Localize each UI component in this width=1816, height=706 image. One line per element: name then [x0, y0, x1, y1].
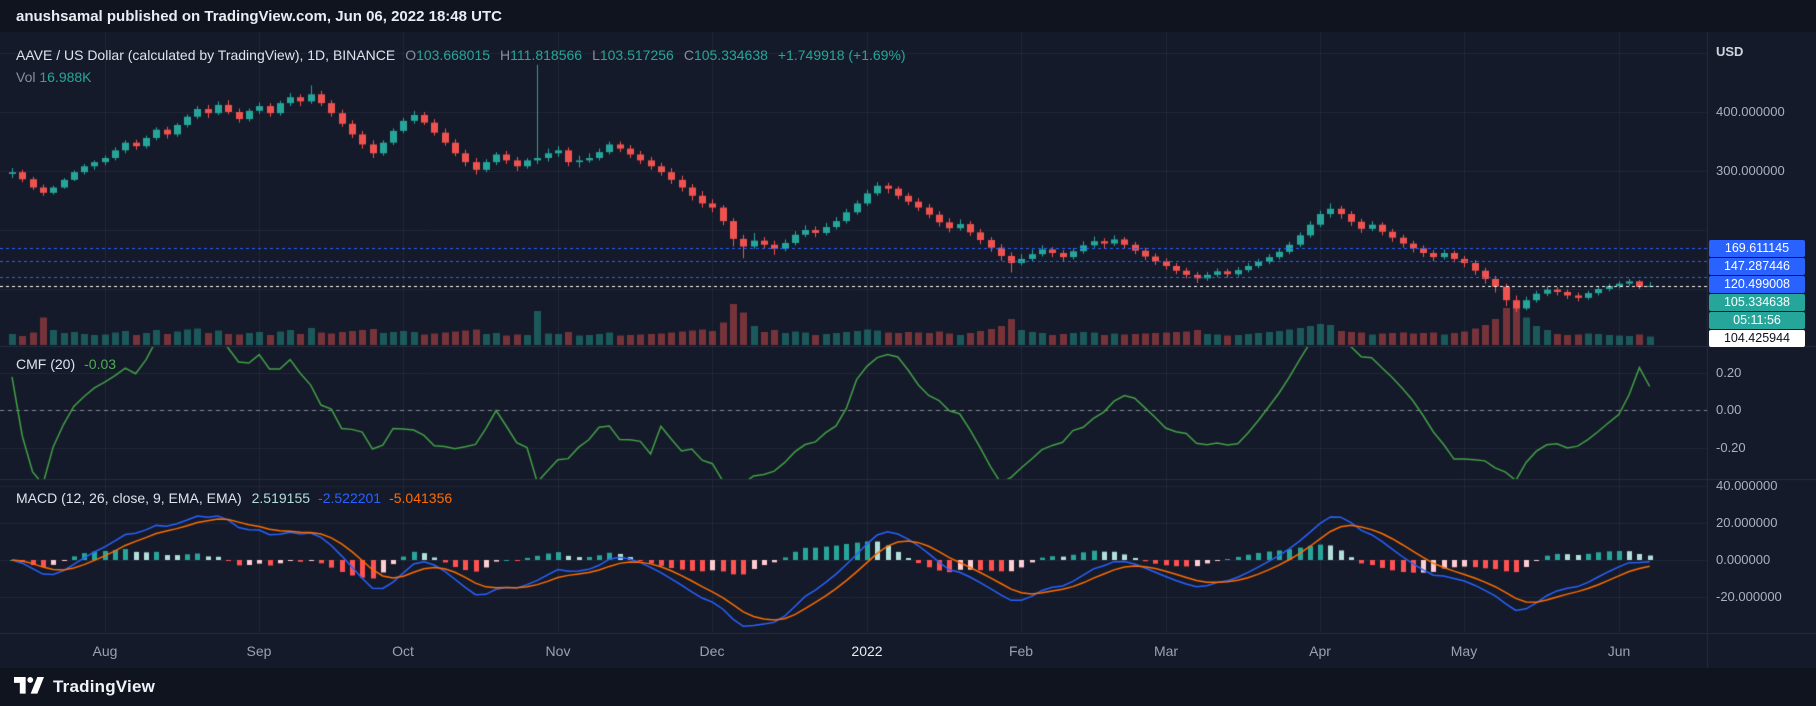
axis-tick: 400.000000 [1716, 104, 1785, 119]
axis-tick: 0.20 [1716, 364, 1742, 380]
time-axis-label: Dec [699, 643, 725, 659]
axis-tick: 0.000000 [1716, 552, 1771, 567]
time-axis-label: Oct [392, 643, 414, 659]
symbol-title[interactable]: AAVE / US Dollar (calculated by TradingV… [16, 47, 396, 63]
attribution-bar: anushsamal published on TradingView.com,… [0, 0, 1816, 32]
price-level-label: 120.499008 [1709, 275, 1805, 293]
axis-tick: 300.000000 [1716, 163, 1785, 178]
macd-histogram-value: 2.519155 [251, 490, 311, 506]
tradingview-brand[interactable]: TradingView [53, 677, 156, 696]
price-level-label: 105.334638 [1709, 293, 1805, 311]
time-axis-label: Apr [1309, 643, 1331, 659]
tradingview-logo-icon[interactable] [14, 675, 44, 699]
ohlc-values: O103.668015 H111.818566 L103.517256 C105.33… [395, 47, 768, 63]
price-scale[interactable]: USD 400.000000 300.000000 0.20 0.00 -0.20 40.… [1707, 32, 1816, 668]
volume-label: Vol [16, 69, 36, 85]
ohlc-value: 105.334638 [693, 47, 768, 63]
currency-label: USD [1716, 44, 1744, 59]
ohlc-key: O [405, 47, 417, 63]
chart-canvas[interactable] [0, 32, 1816, 668]
ohlc-key: H [500, 47, 511, 63]
axis-tick: -0.20 [1716, 439, 1746, 455]
cmf-value: -0.03 [84, 356, 117, 372]
time-axis-label: 2022 [851, 643, 883, 659]
ohlc-value: 103.668015 [416, 47, 491, 63]
change-value: +1.749918 (+1.69%) [777, 47, 906, 63]
bar-close-countdown: 05:11:56 [1709, 311, 1805, 329]
ohlc-key: C [683, 47, 694, 63]
time-axis-label: Jun [1607, 643, 1631, 659]
ohlc-value: 103.517256 [599, 47, 674, 63]
price-level-label: 147.287446 [1709, 257, 1805, 275]
time-axis-label: Nov [545, 643, 571, 659]
time-axis-label: May [1450, 643, 1478, 659]
price-level-label: 104.425944 [1709, 329, 1805, 347]
axis-tick: -20.000000 [1716, 589, 1782, 604]
cmf-title[interactable]: CMF (20) [16, 356, 76, 372]
cmf-legend: CMF (20) -0.03 [16, 356, 116, 372]
main-legend: AAVE / US Dollar (calculated by TradingV… [16, 44, 906, 88]
volume-value: 16.988K [39, 69, 92, 85]
footer: TradingView [0, 668, 1816, 706]
time-axis-label: Mar [1153, 643, 1179, 659]
macd-signal-value: -5.041356 [389, 490, 453, 506]
macd-title[interactable]: MACD (12, 26, close, 9, EMA, EMA) [16, 490, 242, 506]
ohlc-key: L [592, 47, 600, 63]
axis-tick: 40.000000 [1716, 478, 1778, 493]
ohlc-value: 111.818566 [510, 47, 583, 63]
time-axis-label: Aug [92, 643, 118, 659]
axis-tick: 0.00 [1716, 402, 1742, 417]
time-axis-label: Sep [246, 643, 272, 659]
time-axis[interactable]: Aug Sep Oct Nov Dec 2022 Feb Mar Apr May Jun [0, 633, 1707, 668]
axis-tick: 20.000000 [1716, 515, 1778, 530]
attribution-text: anushsamal published on TradingView.com,… [16, 7, 502, 25]
macd-legend: MACD (12, 26, close, 9, EMA, EMA) 2.51915… [16, 490, 452, 506]
time-axis-label: Feb [1008, 643, 1034, 659]
macd-line-value: -2.522201 [318, 490, 382, 506]
price-level-label: 169.611145 [1709, 239, 1805, 257]
